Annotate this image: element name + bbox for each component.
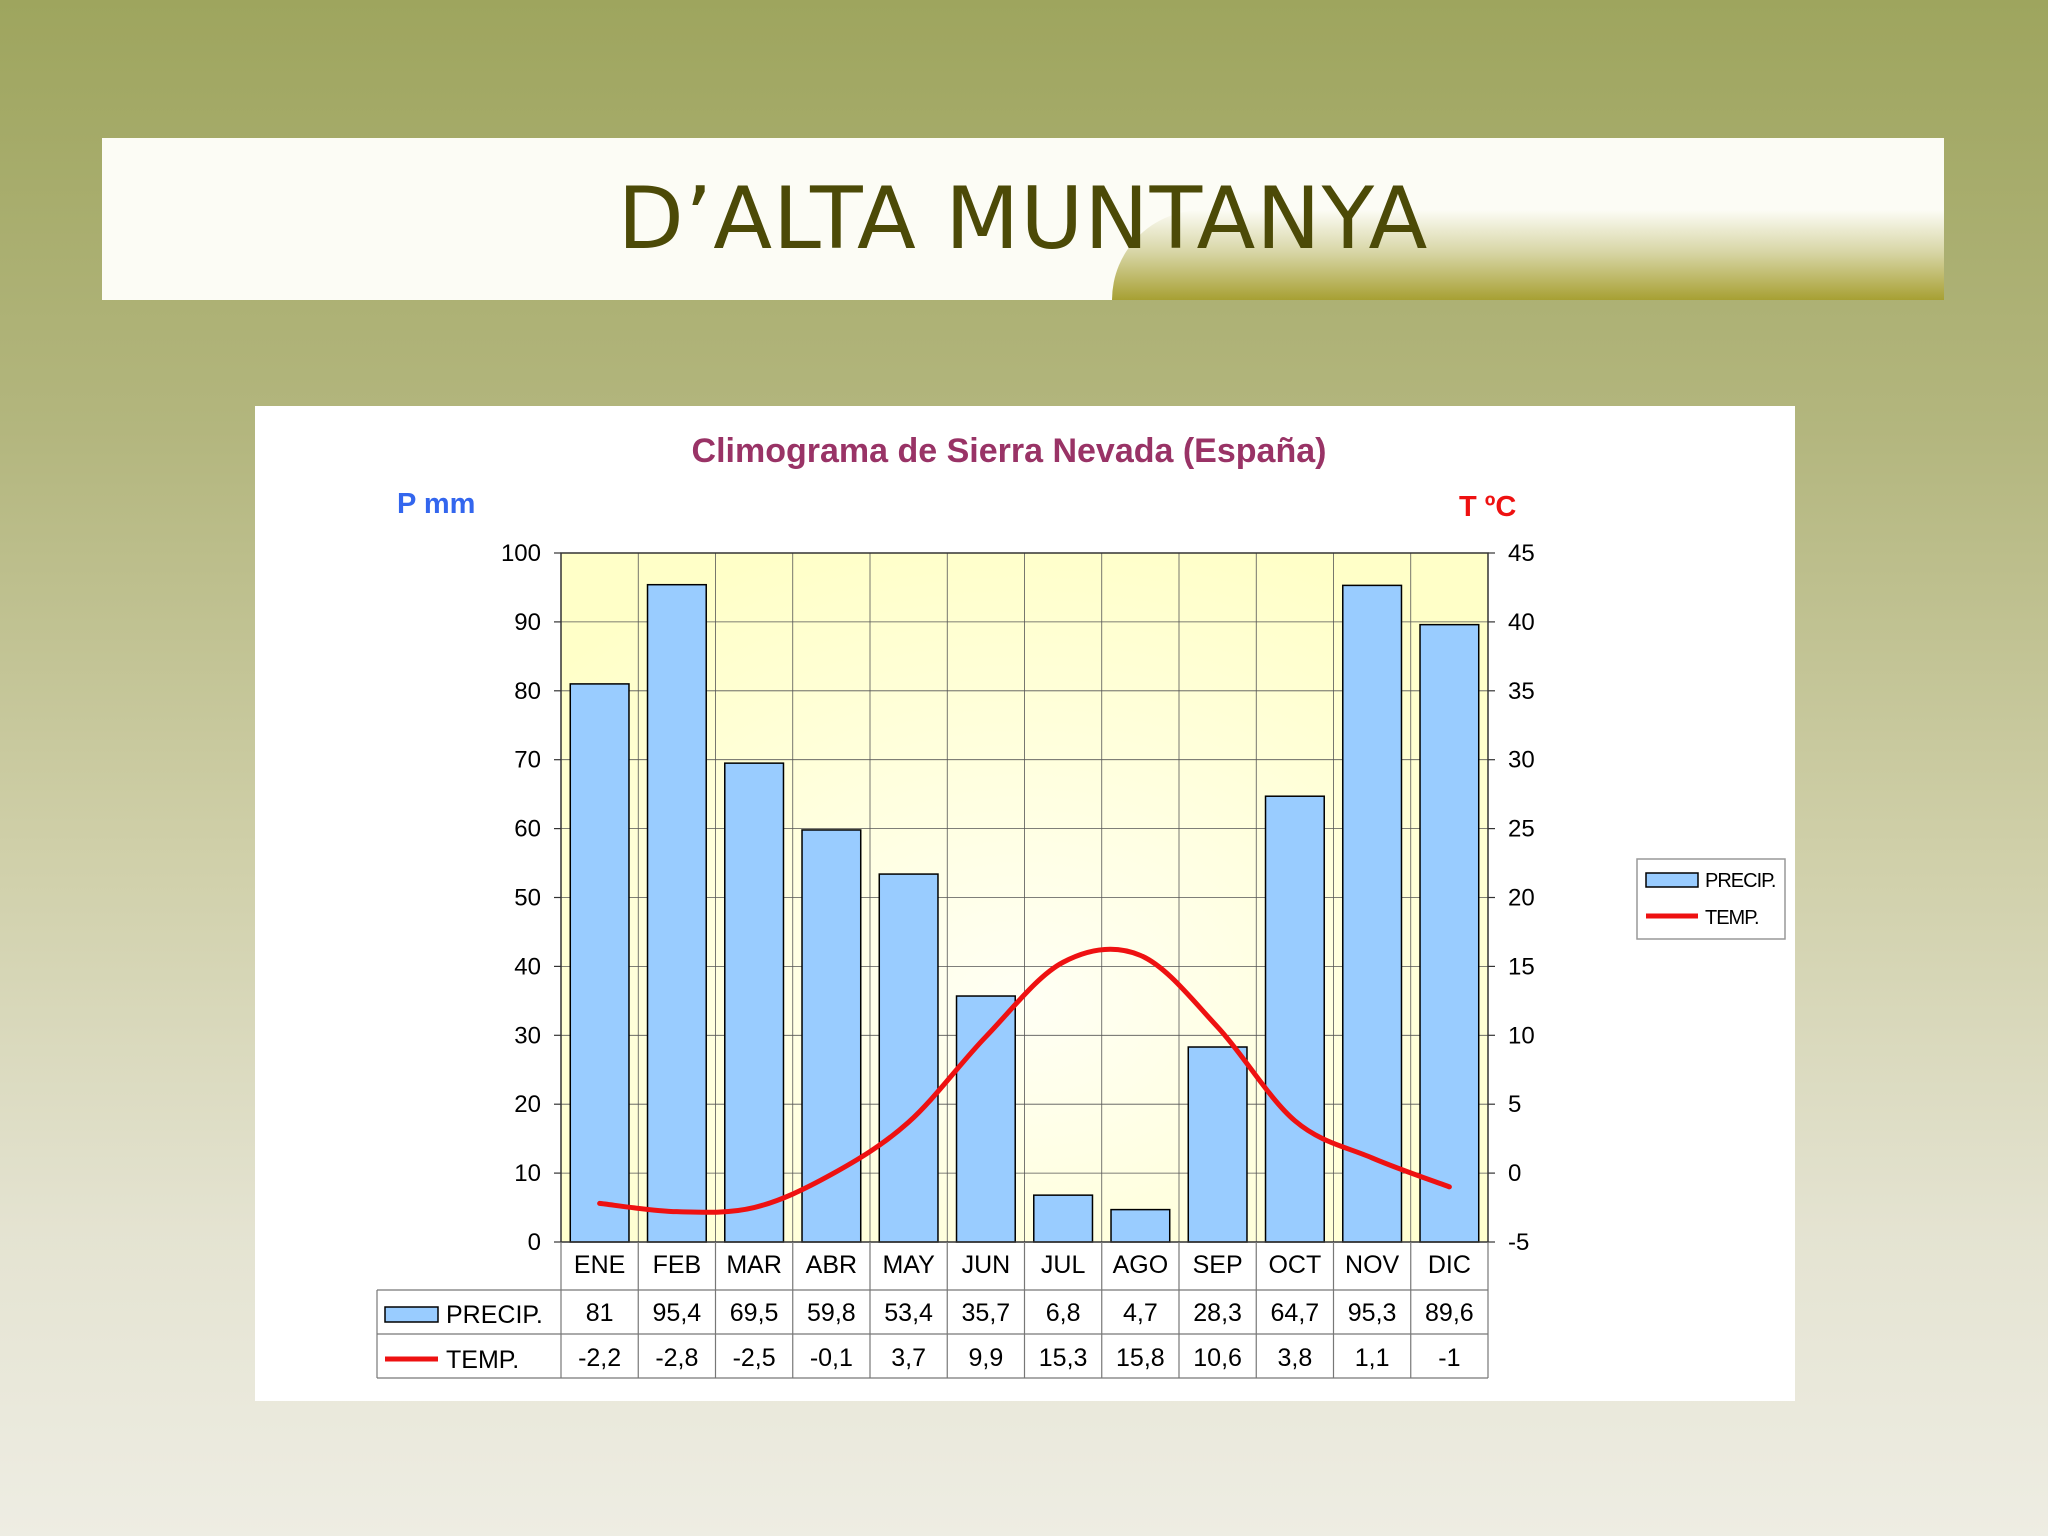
right-tick-label: 0 bbox=[1508, 1160, 1521, 1187]
temp-data-label: -2,5 bbox=[733, 1344, 776, 1372]
category-label: FEB bbox=[653, 1251, 702, 1279]
precip-bar bbox=[1110, 1208, 1171, 1243]
left-tick-label: 40 bbox=[514, 953, 541, 980]
precip-bar bbox=[1342, 584, 1403, 1243]
precip-data-label: 64,7 bbox=[1271, 1299, 1320, 1327]
precip-data-label: 89,6 bbox=[1425, 1299, 1474, 1327]
left-tick-label: 20 bbox=[514, 1091, 541, 1118]
legend-temp-label: TEMP. bbox=[1705, 907, 1759, 929]
chart-title: Climograma de Sierra Nevada (España) bbox=[692, 432, 1327, 470]
climograph-chart: 0 10 20 30 40 50 60 70 80 90 100 -5 0 5 10 15 20 25 30 35 4… bbox=[376, 432, 1786, 1379]
right-tick-label: 10 bbox=[1508, 1022, 1535, 1049]
right-tick-label: 20 bbox=[1508, 885, 1535, 912]
right-tick-label: -5 bbox=[1508, 1229, 1529, 1256]
precip-data-label: 28,3 bbox=[1193, 1299, 1242, 1327]
precip-bar bbox=[1187, 1046, 1248, 1243]
precip-bar bbox=[724, 762, 785, 1243]
temp-line bbox=[597, 946, 1452, 1215]
left-tick-label: 80 bbox=[514, 678, 541, 705]
left-tick-label: 50 bbox=[514, 885, 541, 912]
gridlines bbox=[561, 552, 1488, 1243]
precip-bar bbox=[646, 583, 707, 1243]
right-tick-label: 15 bbox=[1508, 953, 1535, 980]
precip-data-label: 81 bbox=[586, 1299, 614, 1327]
data-table: ENE 81 -2,2 FEB 95,4 -2,8 MAR 69,5 -2,5 ABR 59,8 -0… bbox=[376, 1242, 1489, 1379]
left-tick-label: 70 bbox=[514, 747, 541, 774]
temp-data-label: -2,2 bbox=[578, 1344, 621, 1372]
left-tick-label: 30 bbox=[514, 1022, 541, 1049]
precip-bar bbox=[569, 683, 630, 1243]
temp-data-label: 15,3 bbox=[1039, 1344, 1088, 1372]
left-tick-label: 90 bbox=[514, 609, 541, 636]
category-label: ENE bbox=[574, 1251, 625, 1279]
precip-bar bbox=[801, 829, 862, 1243]
precip-bar bbox=[955, 995, 1016, 1243]
category-label: MAR bbox=[726, 1251, 782, 1279]
left-axis-ticks: 0 10 20 30 40 50 60 70 80 90 100 bbox=[501, 540, 561, 1256]
temp-data-label: -1 bbox=[1438, 1344, 1460, 1372]
right-tick-label: 40 bbox=[1508, 609, 1535, 636]
precip-bar bbox=[1264, 795, 1325, 1243]
precip-bar bbox=[1033, 1194, 1094, 1243]
category-label: JUN bbox=[962, 1251, 1011, 1279]
precip-bar bbox=[1419, 623, 1480, 1243]
right-tick-label: 25 bbox=[1508, 816, 1535, 843]
right-axis-ticks: -5 0 5 10 15 20 25 30 35 40 45 bbox=[1488, 540, 1535, 1256]
temp-data-label: 1,1 bbox=[1355, 1344, 1390, 1372]
category-label: SEP bbox=[1193, 1251, 1243, 1279]
right-tick-label: 5 bbox=[1508, 1091, 1521, 1118]
category-label: OCT bbox=[1268, 1251, 1321, 1279]
table-temp-label: TEMP. bbox=[446, 1346, 519, 1374]
category-label: NOV bbox=[1345, 1251, 1400, 1279]
left-tick-label: 0 bbox=[528, 1229, 541, 1256]
category-label: JUL bbox=[1041, 1251, 1086, 1279]
left-tick-label: 10 bbox=[514, 1160, 541, 1187]
category-label: AGO bbox=[1113, 1251, 1169, 1279]
temp-data-label: 9,9 bbox=[968, 1344, 1003, 1372]
temp-data-label: -0,1 bbox=[810, 1344, 853, 1372]
temp-data-label: 10,6 bbox=[1193, 1344, 1242, 1372]
precip-data-label: 53,4 bbox=[884, 1299, 933, 1327]
chart-panel: 0 10 20 30 40 50 60 70 80 90 100 -5 0 5 10 15 20 25 30 35 4… bbox=[255, 406, 1795, 1401]
left-tick-label: 60 bbox=[514, 816, 541, 843]
title-banner: D’ALTA MUNTANYA bbox=[102, 138, 1944, 300]
temp-data-label: -2,8 bbox=[655, 1344, 698, 1372]
right-tick-label: 35 bbox=[1508, 678, 1535, 705]
category-label: DIC bbox=[1428, 1251, 1471, 1279]
left-tick-label: 100 bbox=[501, 540, 541, 567]
precip-data-label: 35,7 bbox=[962, 1299, 1011, 1327]
precip-data-label: 95,3 bbox=[1348, 1299, 1397, 1327]
precip-data-label: 59,8 bbox=[807, 1299, 856, 1327]
legend-precip-label: PRECIP. bbox=[1705, 870, 1775, 892]
precip-data-label: 4,7 bbox=[1123, 1299, 1158, 1327]
right-tick-label: 30 bbox=[1508, 747, 1535, 774]
right-axis-label: T ºC bbox=[1459, 491, 1516, 523]
category-label: ABR bbox=[806, 1251, 857, 1279]
precip-bar bbox=[878, 873, 939, 1243]
table-precip-swatch bbox=[384, 1306, 439, 1323]
temp-data-label: 3,8 bbox=[1277, 1344, 1312, 1372]
slide-title: D’ALTA MUNTANYA bbox=[617, 169, 1429, 269]
title-swoosh-decoration bbox=[1112, 210, 1944, 300]
precip-bars bbox=[569, 583, 1480, 1243]
precip-data-label: 95,4 bbox=[653, 1299, 702, 1327]
precip-data-label: 6,8 bbox=[1046, 1299, 1081, 1327]
legend-precip-swatch bbox=[1645, 872, 1699, 888]
right-tick-label: 45 bbox=[1508, 540, 1535, 567]
chart-legend: PRECIP. TEMP. bbox=[1636, 858, 1786, 940]
left-axis-label: P mm bbox=[397, 488, 475, 520]
table-precip-label: PRECIP. bbox=[446, 1301, 543, 1329]
category-label: MAY bbox=[882, 1251, 935, 1279]
temp-data-label: 3,7 bbox=[891, 1344, 926, 1372]
precip-data-label: 69,5 bbox=[730, 1299, 779, 1327]
temp-data-label: 15,8 bbox=[1116, 1344, 1165, 1372]
